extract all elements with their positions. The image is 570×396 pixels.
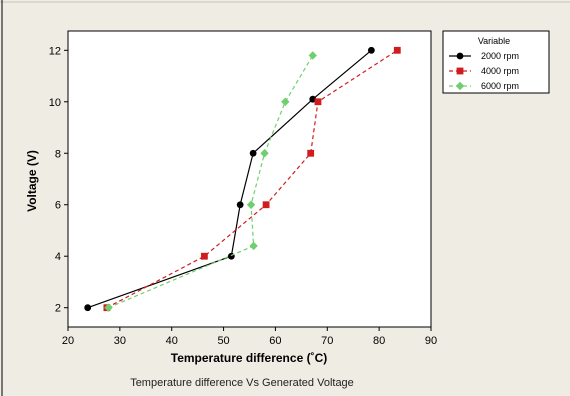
legend-marker xyxy=(456,52,464,60)
data-point xyxy=(84,304,92,312)
legend: Variable 2000 rpm 4000 rpm 6000 rpm xyxy=(442,30,550,94)
y-axis: 2 4 6 8 10 12 xyxy=(49,45,68,315)
x-axis-label: Temperature difference (˚C) xyxy=(171,351,327,365)
data-point xyxy=(249,241,258,251)
series-2000-rpm xyxy=(84,46,375,312)
x-axis: 20 30 40 50 60 70 80 90 xyxy=(62,327,437,347)
data-point xyxy=(262,201,270,209)
data-point xyxy=(367,46,375,54)
data-point xyxy=(246,200,256,209)
x-tick-label: 60 xyxy=(269,335,281,347)
legend-marker xyxy=(456,67,464,75)
data-point xyxy=(307,149,315,157)
y-tick-label: 12 xyxy=(49,45,61,57)
series-line xyxy=(106,49,398,309)
legend-items: 2000 rpm 4000 rpm 6000 rpm xyxy=(449,51,519,91)
x-tick-label: 40 xyxy=(166,335,178,347)
data-point xyxy=(393,46,401,54)
series-6000-rpm xyxy=(104,51,317,312)
x-tick-label: 70 xyxy=(321,335,333,347)
legend-label: 2000 rpm xyxy=(481,51,519,61)
y-tick-label: 4 xyxy=(55,251,61,263)
data-point xyxy=(200,252,208,260)
legend-marker xyxy=(455,81,465,91)
data-point xyxy=(260,149,269,158)
y-tick-label: 6 xyxy=(55,200,61,212)
data-point xyxy=(236,201,244,209)
series-line xyxy=(108,55,314,309)
y-tick-label: 2 xyxy=(55,303,61,315)
x-tick-label: 20 xyxy=(62,335,74,347)
legend-title: Variable xyxy=(478,36,510,46)
y-axis-label: Voltage (V) xyxy=(25,150,39,212)
chart-caption: Temperature difference Vs Generated Volt… xyxy=(130,377,354,389)
legend-label: 4000 rpm xyxy=(481,66,519,76)
legend-label: 6000 rpm xyxy=(481,81,519,91)
data-point xyxy=(314,98,322,106)
series-line xyxy=(87,49,372,309)
legend-item: 2000 rpm xyxy=(449,51,519,61)
x-tick-label: 90 xyxy=(425,335,437,347)
legend-item: 6000 rpm xyxy=(449,81,519,91)
legend-item: 4000 rpm xyxy=(449,66,519,76)
plot-area xyxy=(67,30,432,328)
x-tick-label: 30 xyxy=(114,335,126,347)
y-tick-label: 10 xyxy=(49,97,61,109)
x-tick-label: 80 xyxy=(373,335,385,347)
data-point xyxy=(308,51,317,60)
data-point xyxy=(309,95,317,103)
data-point xyxy=(281,97,290,106)
data-point xyxy=(249,149,257,157)
data-point xyxy=(104,303,113,312)
x-tick-label: 50 xyxy=(217,335,229,347)
y-tick-label: 8 xyxy=(55,148,61,160)
series-layer xyxy=(84,46,401,312)
